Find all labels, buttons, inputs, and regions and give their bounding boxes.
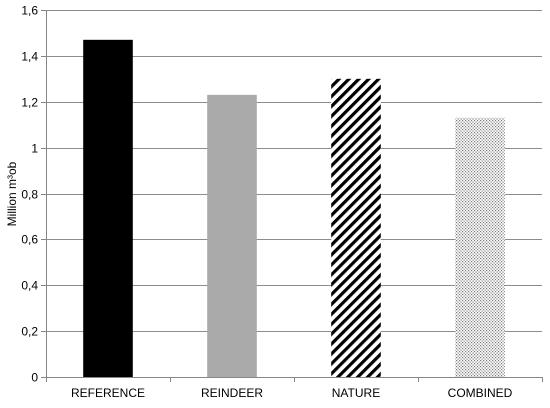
y-tick-label: 1,6 (21, 4, 38, 18)
x-tick-label: REINDEER (201, 386, 263, 400)
y-tick-label: 1,2 (21, 96, 38, 110)
y-tick-label: 0,8 (21, 188, 38, 202)
y-tick-label: 0,6 (21, 233, 38, 247)
y-tick-label: 0 (31, 371, 38, 385)
bar-nature (331, 78, 381, 377)
y-tick-labels: 0 0,2 0,4 0,6 0,8 1 1,2 1,4 1,6 (21, 4, 38, 385)
x-tick-label: COMBINED (448, 386, 513, 400)
y-tick-label: 1 (31, 142, 38, 156)
y-tick-label: 0,4 (21, 279, 38, 293)
x-tick-label: NATURE (332, 386, 380, 400)
x-tick-labels: REFERENCE REINDEER NATURE COMBINED (71, 386, 513, 400)
axes (41, 10, 543, 382)
x-tick-label: REFERENCE (71, 386, 145, 400)
y-axis-title: Million m³ob (5, 161, 19, 226)
bar-combined (455, 117, 505, 378)
y-tick-label: 0,2 (21, 325, 38, 339)
bar-reindeer (207, 94, 257, 378)
bars (83, 39, 505, 378)
bar-reference (83, 39, 133, 377)
y-tick-label: 1,4 (21, 50, 38, 64)
